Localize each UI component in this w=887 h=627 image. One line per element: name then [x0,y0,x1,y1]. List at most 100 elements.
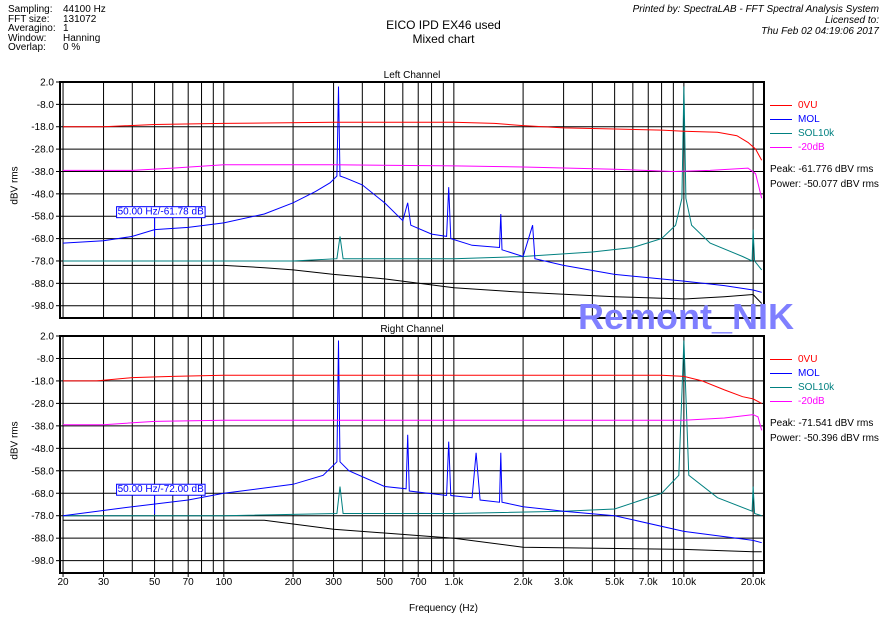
series-line-sol10k [63,86,763,271]
legend-item[interactable]: SOL10k [770,128,834,139]
x-tick-label: 100 [215,577,232,588]
x-tick-label: 5.0k [605,577,625,588]
plot-area [60,82,764,318]
legend-swatch [770,358,792,360]
y-tick-label: -88.0 [31,279,54,290]
series-line-20db [63,164,763,199]
x-tick-label: 700 [410,577,427,588]
x-tick-label: 70 [183,577,195,588]
info-row: Sampling: 44100 Hz [8,5,106,15]
marker-label: 50.00 Hz/-72.00 dB [118,484,204,495]
y-tick-label: -28.0 [31,399,54,410]
x-tick-label: 300 [325,577,342,588]
info-row: Overlap: 0 % [8,43,80,53]
legend-item[interactable]: SOL10k [770,382,834,393]
legend-item[interactable]: 0VU [770,354,817,365]
y-tick-label: -58.0 [31,212,54,223]
subtitle-text: Mixed chart [412,32,475,46]
left-channel-plot: 2.0 -8.0 -18.0 -28.0 -38.0 -48.0 -58.0 -68.0 -78… [31,70,765,319]
series-line-noise [63,519,762,553]
y-tick-label: -78.0 [31,256,54,267]
y-tick-label: 2.0 [40,78,54,89]
legend-swatch [770,146,792,148]
power-readout: Power: -50.396 dBV rms [770,433,879,444]
legend-item[interactable]: MOL [770,114,820,125]
marker-box [116,483,206,496]
x-tick-label: 3.0k [554,577,574,588]
y-tick-label: -28.0 [31,145,54,156]
legend-swatch [770,400,792,402]
legend-label: MOL [798,368,820,379]
info-value: 44100 Hz [63,4,106,15]
legend-label: MOL [798,114,820,125]
y-tick-label: -58.0 [31,466,54,477]
y-tick-label: -8.0 [37,354,55,365]
y-tick-label: -88.0 [31,534,54,545]
legend-label: -20dB [798,142,825,153]
y-tick-label: -78.0 [31,511,54,522]
series-line-sol10k [63,340,762,517]
info-value: Hanning [63,32,101,44]
chart-title: EICO IPD EX46 used Mixed chart [0,18,887,46]
series-line-mol [62,86,762,293]
y-axis-label: dBV rms [9,166,21,205]
y-tick-label: -38.0 [31,421,54,432]
legend-label: -20dB [798,396,825,407]
x-axis-label: Frequency (Hz) [409,603,478,614]
series-line-0vu [63,121,763,161]
legend-swatch [770,132,792,134]
legend-label: 0VU [798,100,818,111]
print-date: Thu Feb 02 04:19:06 2017 [761,26,879,37]
y-tick-label: -68.0 [31,234,54,245]
legend-item[interactable]: -20dB [770,142,825,153]
legend-label: 0VU [798,354,818,365]
x-tick-label: 50 [149,577,161,588]
x-tick-label: 7.0k [639,577,659,588]
info-label: Sampling: [8,4,53,15]
panel-title: Right Channel [380,324,443,335]
watermark: Remont_NIK [578,296,795,337]
info-value: 1 [63,23,69,34]
legend-item[interactable]: -20dB [770,396,825,407]
info-row: Window: Hanning [8,32,101,44]
legend-label: SOL10k [798,128,835,139]
y-tick-label: -48.0 [31,189,54,200]
series-line-20db [63,414,763,431]
peak-readout: Peak: -71.541 dBV rms [770,418,874,429]
y-tick-label: -48.0 [31,444,54,455]
licensed-to: Licensed to: [825,15,879,26]
legend-item[interactable]: 0VU [770,100,817,111]
x-tick-label: 20 [57,577,69,588]
marker-box [116,206,206,219]
x-tick-label: 500 [376,577,393,588]
panel-title: Left Channel [384,70,441,81]
power-readout: Power: -50.077 dBV rms [770,179,879,190]
legend-swatch [770,386,792,388]
plot-area [60,336,764,573]
y-tick-label: -38.0 [31,167,54,178]
info-value: 131072 [63,13,97,25]
y-tick-label: -18.0 [31,122,54,133]
legend-swatch [770,118,792,120]
x-tick-label: 200 [285,577,302,588]
series-line-0vu [63,374,762,404]
printed-by: Printed by: SpectraLAB - FFT Spectral An… [632,4,879,15]
info-label: Averagino: [8,23,56,34]
x-tick-label: 10.0k [672,577,697,588]
print-info: Printed by: SpectraLAB - FFT Spectral An… [633,4,879,37]
right-channel-plot: 2.0 -8.0 -18.0 -28.0 -38.0 -48.0 -58.0 -68.0 -78… [31,324,766,588]
y-tick-label: -68.0 [31,489,54,500]
peak-readout: Peak: -61.776 dBV rms [770,164,874,175]
y-tick-label: -18.0 [31,376,54,387]
y-tick-label: 2.0 [40,332,54,343]
info-row: FFT size: 131072 [8,13,97,25]
series-line-mol [62,340,762,544]
legend-item[interactable]: MOL [770,368,820,379]
y-tick-label: -8.0 [37,100,55,111]
plot-frame [59,81,765,319]
info-label: Overlap: [8,42,46,53]
info-row: Averagino: 1 [8,24,69,34]
x-tick-label: 1.0k [444,577,464,588]
